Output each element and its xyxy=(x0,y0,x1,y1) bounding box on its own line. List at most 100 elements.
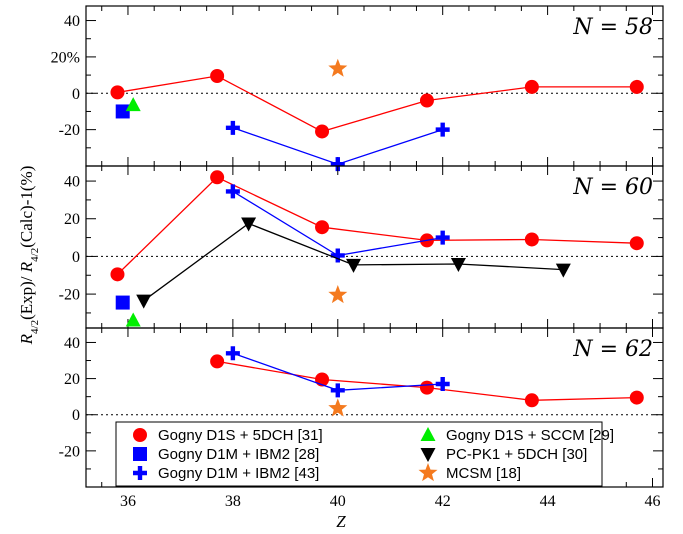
data-point xyxy=(328,398,348,417)
data-point xyxy=(110,85,125,100)
data-point xyxy=(225,120,240,135)
y-tick-label: 0 xyxy=(72,249,80,266)
series-star-f47a1f xyxy=(328,398,348,417)
data-point xyxy=(330,248,345,263)
panel-label: N = 60 xyxy=(572,175,653,200)
legend-label: PC-PK1 + 5DCH [30] xyxy=(446,446,587,463)
data-point xyxy=(125,97,141,112)
y-tick-label: -20 xyxy=(59,122,80,139)
legend-marker-plus xyxy=(133,466,147,480)
series-square-0000ff xyxy=(115,104,130,119)
data-point xyxy=(435,230,450,245)
legend-entry: PC-PK1 + 5DCH [30] xyxy=(420,446,587,463)
data-point xyxy=(328,285,348,304)
data-point xyxy=(125,312,141,327)
series-triangle-up-00ee00 xyxy=(125,97,141,112)
y-tick-label: -20 xyxy=(59,287,80,304)
y-tick-label: 40 xyxy=(64,13,80,30)
data-point xyxy=(435,122,450,137)
panel-frame xyxy=(85,327,664,488)
legend-entry: Gogny D1M + IBM2 [28] xyxy=(133,446,319,463)
y-tick-label: 0 xyxy=(72,407,80,424)
series-plus-0000ff xyxy=(225,184,450,263)
data-point xyxy=(115,295,130,310)
legend: Gogny D1S + 5DCH [31] Gogny D1M + IBM2 [2… xyxy=(115,421,614,487)
legend-label: Gogny D1M + IBM2 [43] xyxy=(158,465,319,482)
legend-marker-triangle-down xyxy=(420,448,436,462)
panel-label: N = 62 xyxy=(572,337,653,362)
data-point xyxy=(328,58,348,77)
legend-entry: Gogny D1S + SCCM [29] xyxy=(420,427,614,444)
series-plus-0000ff xyxy=(225,346,450,398)
y-tick-label: 20 xyxy=(64,211,80,228)
data-point xyxy=(241,217,257,232)
legend-marker-square xyxy=(133,447,147,461)
data-point xyxy=(629,79,644,94)
data-point xyxy=(110,267,125,282)
x-tick-label: 42 xyxy=(435,493,451,510)
legend-entry: Gogny D1S + 5DCH [31] xyxy=(133,427,323,444)
data-point xyxy=(629,390,644,405)
y-tick-label: 40 xyxy=(64,174,80,191)
legend-label: Gogny D1S + SCCM [29] xyxy=(446,427,614,444)
legend-marker-star xyxy=(418,463,438,482)
legend-label: Gogny D1M + IBM2 [28] xyxy=(158,446,319,463)
data-point xyxy=(225,346,240,361)
data-point xyxy=(330,383,345,398)
series-triangle-down-000000 xyxy=(136,217,571,309)
data-point xyxy=(435,377,450,392)
data-point xyxy=(225,184,240,199)
x-tick-label: 44 xyxy=(540,493,556,510)
panel-3: 40 20 0 -20 N = 62 xyxy=(59,327,664,488)
panel-2: 40 20 0 -20 N = 60 xyxy=(59,165,664,329)
data-point xyxy=(330,157,345,172)
series-triangle-up-00ee00 xyxy=(125,312,141,327)
legend-marker-triangle-up xyxy=(420,427,436,441)
data-point xyxy=(210,354,225,369)
data-point xyxy=(419,93,434,108)
data-point xyxy=(315,220,330,235)
data-point xyxy=(210,170,225,185)
data-point xyxy=(524,393,539,408)
data-point xyxy=(450,257,466,272)
x-tick-label: 36 xyxy=(120,493,136,510)
data-point xyxy=(136,294,152,309)
legend-entry: MCSM [18] xyxy=(418,463,521,482)
data-point xyxy=(524,79,539,94)
legend-marker-circle xyxy=(133,428,147,442)
x-tick-label: 46 xyxy=(645,493,661,510)
y-tick-label: 40 xyxy=(64,335,80,352)
series-plus-0000ff xyxy=(225,120,450,172)
data-point xyxy=(629,236,644,251)
legend-box xyxy=(115,421,603,487)
series-star-f47a1f xyxy=(328,58,348,77)
data-point xyxy=(346,258,362,273)
data-point xyxy=(555,263,571,278)
series-star-f47a1f xyxy=(328,285,348,304)
series-line xyxy=(117,75,637,133)
panel-1: 40 20% 0 -20 N = 58 xyxy=(51,5,664,172)
y-tick-label: 0 xyxy=(72,86,80,103)
legend-entry: Gogny D1M + IBM2 [43] xyxy=(133,465,319,482)
series-circle-ff0000 xyxy=(210,354,644,408)
data-point xyxy=(115,104,130,119)
series-circle-ff0000 xyxy=(110,69,644,139)
panels: 40 20% 0 -20 N = 58 40 20 0 -20 N = 60 40 20 0 -20 N =… xyxy=(51,5,664,510)
series-circle-ff0000 xyxy=(110,170,644,282)
panel-label: N = 58 xyxy=(572,15,653,40)
data-point xyxy=(524,232,539,247)
y-tick-label: 20% xyxy=(51,49,80,66)
y-tick-label: 20 xyxy=(64,371,80,388)
data-point xyxy=(419,380,434,395)
y-axis-label: R4/2(Exp)/ R4/2(Calc)-1(%) xyxy=(17,166,41,346)
y-tick-label: -20 xyxy=(59,443,80,460)
legend-label: Gogny D1S + 5DCH [31] xyxy=(158,427,323,444)
data-point xyxy=(315,124,330,139)
x-tick-label: 40 xyxy=(330,493,346,510)
series-line xyxy=(232,190,443,257)
x-tick-label: 38 xyxy=(225,493,241,510)
x-axis-label: Z xyxy=(336,512,346,531)
series-line xyxy=(117,176,637,275)
data-point xyxy=(210,69,225,83)
